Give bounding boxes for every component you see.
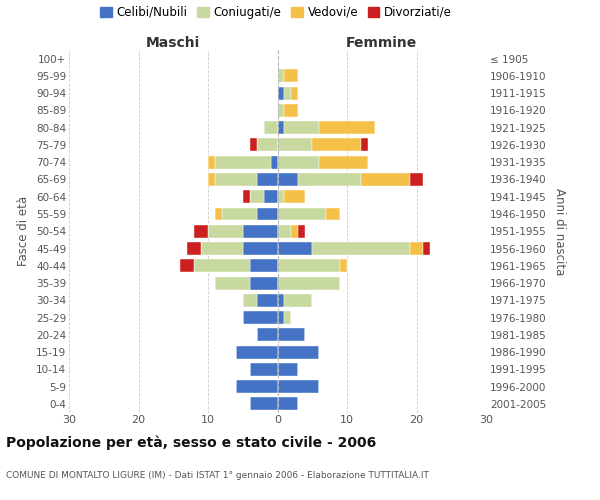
Bar	[284, 121, 319, 134]
Bar	[319, 121, 375, 134]
Bar	[257, 208, 277, 220]
Bar	[312, 242, 410, 255]
Bar	[277, 225, 292, 237]
Bar	[257, 294, 277, 307]
Bar	[298, 173, 361, 186]
Text: Maschi: Maschi	[146, 36, 200, 50]
Bar	[277, 260, 340, 272]
Bar	[277, 346, 319, 358]
Bar	[284, 190, 305, 203]
Bar	[361, 173, 410, 186]
Bar	[263, 121, 277, 134]
Bar	[277, 328, 305, 342]
Bar	[284, 104, 298, 117]
Bar	[319, 156, 368, 168]
Y-axis label: Anni di nascita: Anni di nascita	[553, 188, 566, 275]
Bar	[340, 260, 347, 272]
Bar	[277, 363, 298, 376]
Bar	[277, 104, 284, 117]
Bar	[277, 380, 319, 393]
Bar	[424, 242, 430, 255]
Bar	[263, 190, 277, 203]
Legend: Celibi/Nubili, Coniugati/e, Vedovi/e, Divorziati/e: Celibi/Nubili, Coniugati/e, Vedovi/e, Di…	[100, 6, 452, 19]
Bar	[257, 173, 277, 186]
Bar	[284, 311, 292, 324]
Bar	[243, 311, 277, 324]
Text: COMUNE DI MONTALTO LIGURE (IM) - Dati ISTAT 1° gennaio 2006 - Elaborazione TUTTI: COMUNE DI MONTALTO LIGURE (IM) - Dati IS…	[6, 470, 429, 480]
Bar	[277, 173, 298, 186]
Bar	[243, 242, 277, 255]
Bar	[326, 208, 340, 220]
Bar	[243, 225, 277, 237]
Bar	[180, 260, 194, 272]
Bar	[250, 190, 263, 203]
Bar	[236, 380, 277, 393]
Bar	[243, 190, 250, 203]
Text: Popolazione per età, sesso e stato civile - 2006: Popolazione per età, sesso e stato civil…	[6, 436, 376, 450]
Bar	[208, 173, 215, 186]
Bar	[194, 260, 250, 272]
Bar	[215, 156, 271, 168]
Bar	[215, 208, 222, 220]
Bar	[277, 121, 284, 134]
Bar	[194, 225, 208, 237]
Bar	[298, 225, 305, 237]
Bar	[208, 156, 215, 168]
Bar	[257, 328, 277, 342]
Bar	[284, 294, 312, 307]
Bar	[410, 242, 424, 255]
Bar	[284, 70, 298, 82]
Bar	[250, 260, 277, 272]
Bar	[277, 242, 312, 255]
Bar	[277, 156, 319, 168]
Bar	[277, 70, 284, 82]
Bar	[292, 225, 298, 237]
Bar	[312, 138, 361, 151]
Bar	[410, 173, 424, 186]
Bar	[215, 276, 250, 289]
Bar	[250, 138, 257, 151]
Bar	[361, 138, 368, 151]
Bar	[277, 276, 340, 289]
Text: Femmine: Femmine	[346, 36, 418, 50]
Bar	[187, 242, 201, 255]
Bar	[292, 86, 298, 100]
Y-axis label: Fasce di età: Fasce di età	[17, 196, 31, 266]
Bar	[236, 346, 277, 358]
Bar	[222, 208, 257, 220]
Bar	[277, 311, 284, 324]
Bar	[284, 86, 292, 100]
Bar	[243, 294, 257, 307]
Bar	[277, 294, 284, 307]
Bar	[250, 398, 277, 410]
Bar	[277, 86, 284, 100]
Bar	[277, 208, 326, 220]
Bar	[277, 398, 298, 410]
Bar	[277, 190, 284, 203]
Bar	[250, 363, 277, 376]
Bar	[277, 138, 312, 151]
Bar	[208, 225, 243, 237]
Bar	[271, 156, 277, 168]
Bar	[215, 173, 257, 186]
Bar	[257, 138, 277, 151]
Bar	[201, 242, 243, 255]
Bar	[250, 276, 277, 289]
